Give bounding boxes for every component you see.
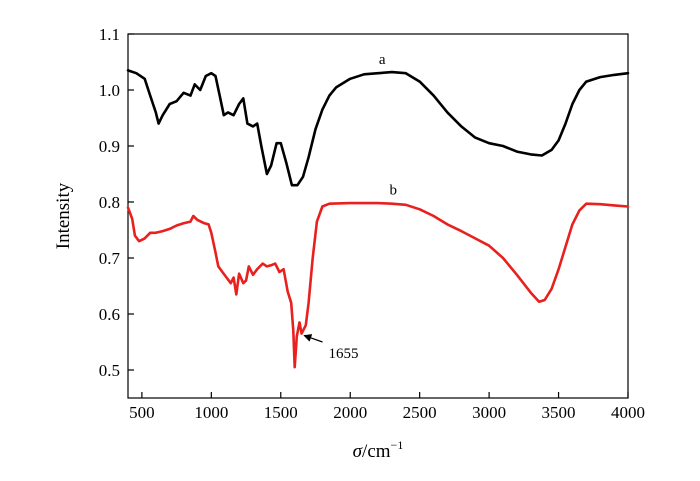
x-axis-title: σ/cm−1 [353, 438, 404, 462]
y-tick-label: 0.5 [99, 361, 120, 380]
x-axis-ticks: 500 1000 1500 2000 2500 3000 3500 4000 [129, 392, 645, 422]
annotation-arrow [303, 334, 323, 343]
x-tick-label: 1000 [194, 403, 228, 422]
y-tick-label: 0.8 [99, 193, 120, 212]
y-tick-label: 0.6 [99, 305, 120, 324]
x-axis-symbol: σ [353, 441, 363, 462]
series-line-b [126, 201, 630, 369]
y-axis-title: Intensity [53, 182, 74, 249]
annotation-layer: a b 1655 [303, 52, 398, 362]
plot-frame [127, 33, 629, 399]
series-line-a [126, 69, 630, 187]
x-tick-label: 4000 [611, 403, 645, 422]
y-tick-label: 0.7 [99, 249, 121, 268]
x-tick-label: 1500 [264, 403, 298, 422]
x-axis-unit: /cm [362, 441, 391, 462]
series-label-a: a [379, 52, 386, 68]
series-label-b: b [390, 183, 398, 199]
x-tick-label: 2000 [333, 403, 367, 422]
x-tick-label: 500 [129, 403, 155, 422]
x-tick-label: 3500 [542, 403, 576, 422]
y-tick-label: 1.1 [99, 25, 120, 44]
x-tick-label: 3000 [472, 403, 506, 422]
y-tick-label: 0.9 [99, 137, 120, 156]
x-axis-exponent: −1 [391, 438, 404, 452]
x-tick-label: 2500 [403, 403, 437, 422]
series-layer [126, 69, 630, 369]
y-tick-label: 1.0 [99, 81, 120, 100]
y-axis-ticks: 0.5 0.6 0.7 0.8 0.9 1.0 1.1 [99, 25, 134, 380]
annotation-1655: 1655 [329, 346, 359, 362]
